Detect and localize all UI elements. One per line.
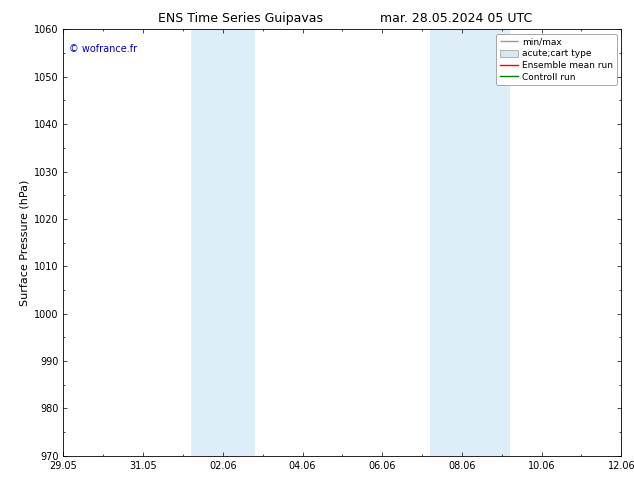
Bar: [191, 29, 255, 456]
Bar: [430, 29, 510, 456]
Y-axis label: Surface Pressure (hPa): Surface Pressure (hPa): [20, 179, 30, 306]
Text: ENS Time Series Guipavas: ENS Time Series Guipavas: [158, 12, 323, 25]
Legend: min/max, acute;cart type, Ensemble mean run, Controll run: min/max, acute;cart type, Ensemble mean …: [496, 34, 617, 85]
Text: mar. 28.05.2024 05 UTC: mar. 28.05.2024 05 UTC: [380, 12, 533, 25]
Text: © wofrance.fr: © wofrance.fr: [69, 44, 137, 54]
